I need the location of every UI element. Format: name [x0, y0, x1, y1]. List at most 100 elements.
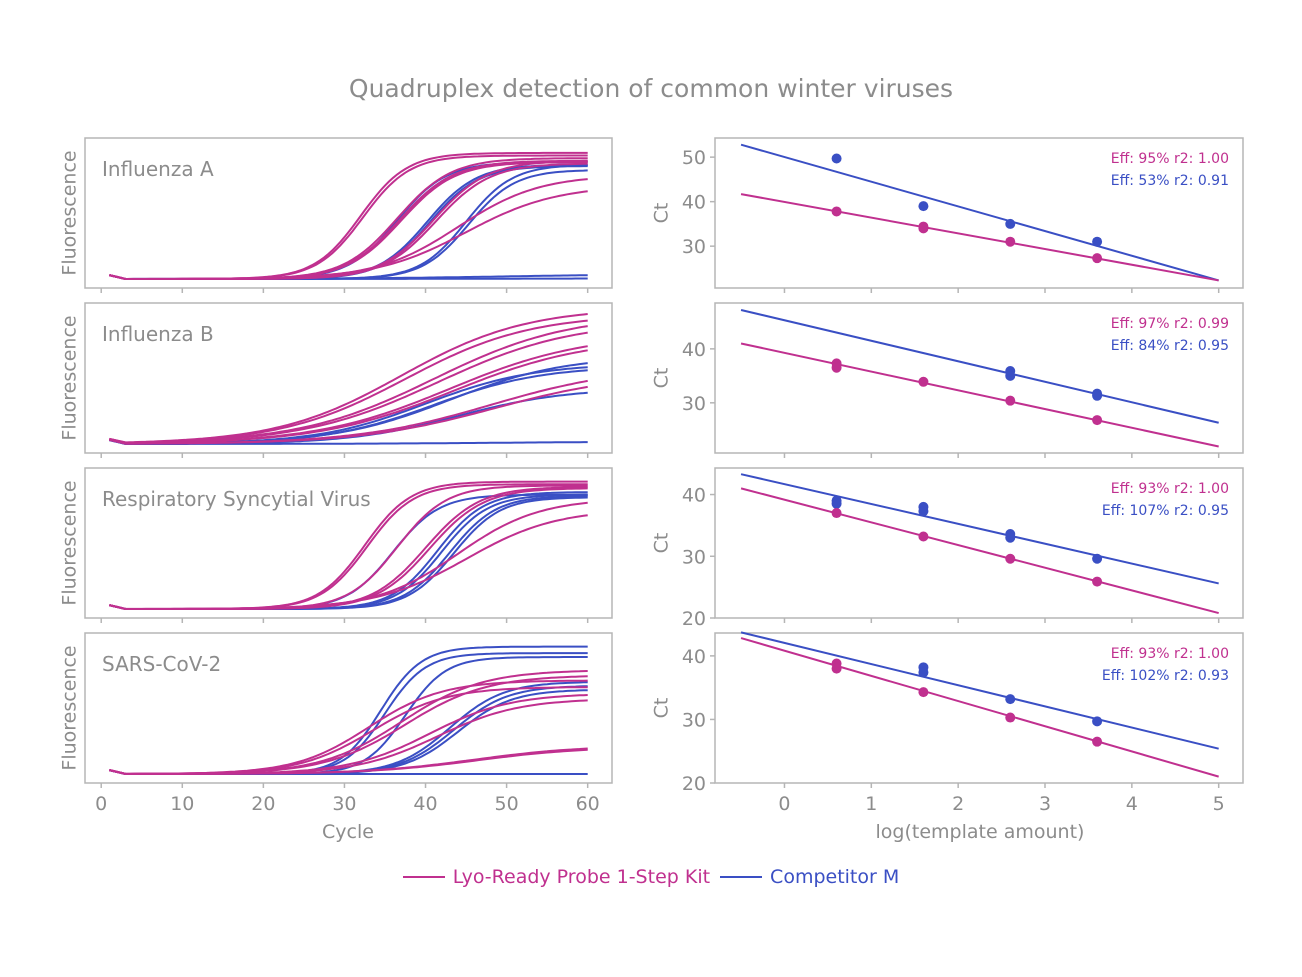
- annotation-competitor: Eff: 102% r2: 0.93: [1102, 668, 1229, 684]
- y-axis-label: Ct: [651, 368, 673, 389]
- amplification-curve-competitor: [109, 366, 588, 445]
- y-tick-label: 40: [682, 192, 706, 214]
- legend: Lyo-Ready Probe 1-Step Kit Competitor M: [0, 866, 1302, 888]
- x-tick-label: 20: [251, 793, 275, 815]
- x-tick-label: 0: [95, 793, 107, 815]
- legend-swatch-kit: [402, 876, 445, 878]
- legend-item-kit: Lyo-Ready Probe 1-Step Kit: [402, 866, 710, 888]
- panel-label: Influenza A: [102, 157, 214, 181]
- amplification-curve-kit: [109, 385, 588, 445]
- data-point-competitor: [1092, 553, 1103, 564]
- data-point-kit: [1005, 712, 1016, 723]
- y-tick-label: 30: [682, 393, 706, 415]
- fit-line-competitor: [740, 143, 1219, 282]
- fit-line-kit: [740, 637, 1219, 778]
- data-point-kit: [1005, 395, 1016, 406]
- data-point-kit: [1092, 253, 1103, 264]
- data-point-competitor: [918, 201, 929, 212]
- data-point-kit: [918, 531, 929, 542]
- data-point-competitor: [1092, 236, 1103, 247]
- amplification-curve-kit: [109, 748, 588, 775]
- y-tick-label: 20: [682, 608, 706, 630]
- amplification-curve-kit: [109, 675, 588, 775]
- x-tick-label: 0: [778, 793, 790, 815]
- data-point-competitor: [1005, 218, 1016, 229]
- data-point-competitor: [1005, 370, 1016, 381]
- x-tick-label: 50: [495, 793, 519, 815]
- data-point-competitor: [1092, 716, 1103, 727]
- y-tick-label: 30: [682, 709, 706, 731]
- panel-label: Influenza B: [102, 322, 214, 346]
- amplification-panel-3: Fluorescence Respiratory Syncytial Virus: [59, 467, 613, 623]
- amplification-curve-competitor: [109, 493, 588, 610]
- x-tick-label: 1: [865, 793, 877, 815]
- x-tick-label: 2: [952, 793, 964, 815]
- standard-curve-panel-3: 20 30 40 Ct Eff: 93% r2: 1.00 Eff: 107% r2: 0…: [651, 467, 1244, 630]
- panel-frame: [714, 467, 1244, 619]
- data-point-kit: [831, 206, 842, 217]
- x-tick-label: 40: [413, 793, 437, 815]
- data-point-competitor: [918, 667, 929, 678]
- y-tick-label: 20: [682, 773, 706, 795]
- amplification-curve-competitor: [109, 495, 588, 610]
- annotation-kit: Eff: 97% r2: 0.99: [1111, 316, 1229, 332]
- y-axis-label: Ct: [651, 698, 673, 719]
- panel-frame: [714, 137, 1244, 289]
- y-axis-label: Fluorescence: [59, 150, 81, 275]
- panel-label: SARS-CoV-2: [102, 652, 221, 676]
- data-point-kit: [1092, 415, 1103, 426]
- fit-line-competitor: [740, 473, 1219, 585]
- amplification-curve-kit: [109, 694, 588, 775]
- data-point-competitor: [918, 506, 929, 517]
- panel-frame: [714, 632, 1244, 784]
- amplification-panel-2: Fluorescence Influenza B: [59, 302, 613, 458]
- data-point-kit: [918, 687, 929, 698]
- y-axis-label: Fluorescence: [59, 315, 81, 440]
- data-point-competitor: [1005, 532, 1016, 543]
- panel-label: Respiratory Syncytial Virus: [102, 487, 371, 511]
- fit-line-competitor: [740, 631, 1219, 750]
- legend-label-competitor: Competitor M: [770, 866, 900, 888]
- x-tick-label: 4: [1126, 793, 1138, 815]
- amplification-curve-competitor: [109, 493, 588, 610]
- y-tick-label: 30: [682, 236, 706, 258]
- annotation-competitor: Eff: 53% r2: 0.91: [1111, 173, 1229, 189]
- data-point-kit: [831, 663, 842, 674]
- data-point-kit: [831, 508, 842, 519]
- standard-curve-panel-2: 30 40 Ct Eff: 97% r2: 0.99 Eff: 84% r2: 0.95: [651, 302, 1244, 458]
- panel-frame: [84, 302, 613, 454]
- amplification-curve-kit: [109, 379, 588, 445]
- fit-line-kit: [740, 193, 1219, 282]
- panel-frame: [714, 302, 1244, 454]
- panel-frame: [84, 467, 613, 619]
- panel-frame: [84, 137, 613, 289]
- data-point-kit: [1092, 576, 1103, 587]
- amplification-curve-kit: [109, 699, 588, 775]
- data-point-competitor: [1005, 694, 1016, 705]
- annotation-kit: Eff: 95% r2: 1.00: [1111, 151, 1229, 167]
- legend-item-competitor: Competitor M: [720, 866, 899, 888]
- y-tick-label: 30: [682, 546, 706, 568]
- y-axis-label: Ct: [651, 533, 673, 554]
- annotation-kit: Eff: 93% r2: 1.00: [1111, 481, 1229, 497]
- amplification-curve-kit: [109, 670, 588, 775]
- data-point-competitor: [831, 498, 842, 509]
- amplification-curve-kit: [109, 349, 588, 445]
- standard-curve-panel-4: 20 30 40 Ct Eff: 93% r2: 1.00 Eff: 102% r2: 0…: [651, 631, 1244, 795]
- y-axis-label: Fluorescence: [59, 480, 81, 605]
- x-tick-label: 5: [1213, 793, 1225, 815]
- chart-title: Quadruplex detection of common winter vi…: [348, 74, 954, 103]
- data-point-kit: [1005, 236, 1016, 247]
- y-axis-label: Fluorescence: [59, 645, 81, 770]
- data-point-competitor: [1092, 390, 1103, 401]
- y-tick-label: 40: [682, 485, 706, 507]
- x-tick-label: 30: [332, 793, 356, 815]
- standard-curve-panel-1: 30 40 50 Ct Eff: 95% r2: 1.00 Eff: 53% r2: 0.…: [651, 137, 1244, 293]
- data-point-kit: [1092, 736, 1103, 747]
- x-tick-label: 60: [576, 793, 600, 815]
- x-tick-label: 3: [1039, 793, 1051, 815]
- y-tick-label: 50: [682, 147, 706, 169]
- fit-line-kit: [740, 342, 1219, 448]
- annotation-competitor: Eff: 107% r2: 0.95: [1102, 503, 1229, 519]
- annotation-competitor: Eff: 84% r2: 0.95: [1111, 338, 1229, 354]
